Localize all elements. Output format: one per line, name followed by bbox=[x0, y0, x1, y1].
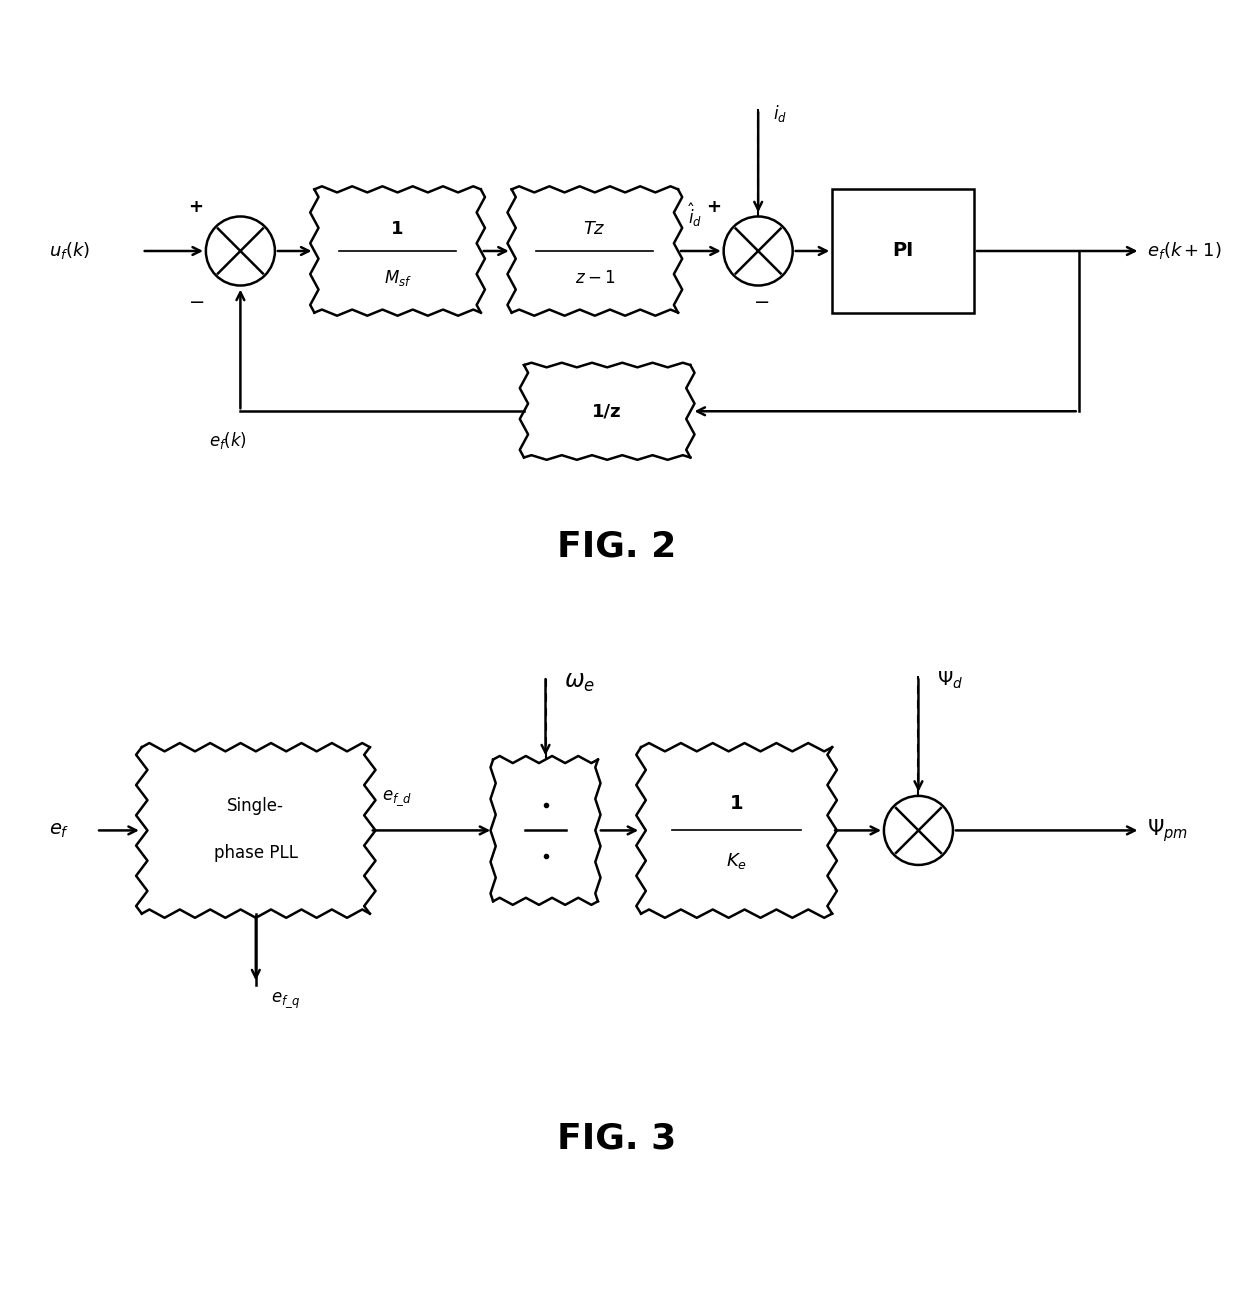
Text: $e_f(k+1)$: $e_f(k+1)$ bbox=[1147, 240, 1221, 262]
Text: FIG. 3: FIG. 3 bbox=[557, 1122, 676, 1155]
Bar bbox=[641, 747, 832, 914]
Circle shape bbox=[884, 797, 954, 865]
Bar bbox=[494, 759, 598, 901]
Text: 1/z: 1/z bbox=[593, 403, 622, 421]
Text: 1: 1 bbox=[392, 219, 404, 238]
Text: 1: 1 bbox=[730, 794, 744, 813]
Text: +: + bbox=[707, 198, 722, 216]
Text: $i_d$: $i_d$ bbox=[773, 103, 787, 124]
Text: $u_f(k)$: $u_f(k)$ bbox=[50, 240, 91, 262]
Text: $Tz$: $Tz$ bbox=[584, 219, 606, 238]
Text: $e_f$: $e_f$ bbox=[50, 821, 69, 840]
Text: $-$: $-$ bbox=[188, 290, 205, 310]
Text: PI: PI bbox=[893, 241, 914, 261]
Text: phase PLL: phase PLL bbox=[213, 843, 298, 861]
Text: $\omega_e$: $\omega_e$ bbox=[564, 670, 595, 695]
Bar bbox=[141, 747, 370, 914]
Text: $\Psi_{pm}$: $\Psi_{pm}$ bbox=[1147, 817, 1188, 844]
Text: $z-1$: $z-1$ bbox=[574, 269, 615, 287]
Bar bbox=[525, 365, 691, 457]
Text: FIG. 2: FIG. 2 bbox=[557, 529, 676, 564]
Text: $e_{f\_d}$: $e_{f\_d}$ bbox=[382, 789, 412, 808]
Text: $\Psi_d$: $\Psi_d$ bbox=[937, 670, 963, 692]
Text: $-$: $-$ bbox=[753, 290, 769, 310]
Bar bbox=[832, 190, 973, 312]
Text: $M_{sf}$: $M_{sf}$ bbox=[383, 269, 412, 288]
Circle shape bbox=[206, 217, 275, 285]
Text: Single-: Single- bbox=[227, 797, 284, 815]
Text: $\hat{i}_d$: $\hat{i}_d$ bbox=[688, 201, 702, 229]
Text: +: + bbox=[188, 198, 203, 216]
Text: $K_e$: $K_e$ bbox=[727, 851, 748, 871]
Bar bbox=[512, 190, 678, 312]
Text: $e_f(k)$: $e_f(k)$ bbox=[210, 430, 247, 451]
Circle shape bbox=[724, 217, 792, 285]
Text: $e_{f\_q}$: $e_{f\_q}$ bbox=[270, 990, 300, 1010]
Bar bbox=[315, 190, 481, 312]
